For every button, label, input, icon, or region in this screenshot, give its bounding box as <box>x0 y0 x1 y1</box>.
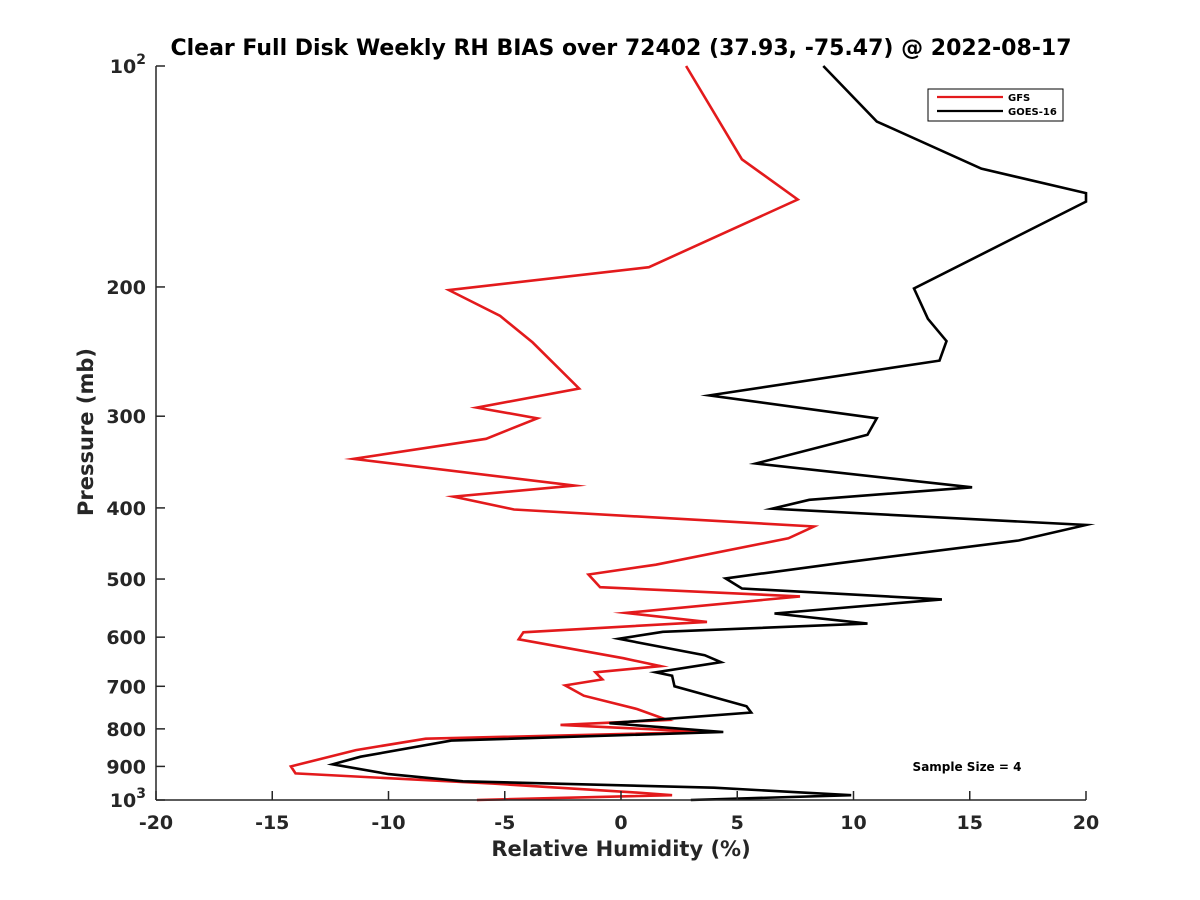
series-line-gfs <box>288 65 820 802</box>
chart-title: Clear Full Disk Weekly RH BIAS over 7240… <box>170 36 1071 61</box>
legend-label-goes-16: GOES-16 <box>1008 107 1057 118</box>
x-tick-label: 0 <box>614 812 627 834</box>
x-axis-label: Relative Humidity (%) <box>491 837 750 861</box>
legend: GFS GOES-16 <box>927 88 1064 122</box>
series-line-goes-16 <box>326 65 1096 802</box>
y-tick-label: 200 <box>106 277 146 299</box>
plot-area <box>288 65 1096 802</box>
x-tick-label: 15 <box>957 812 983 834</box>
x-tick-label: 20 <box>1073 812 1099 834</box>
y-tick-label: 300 <box>106 406 146 428</box>
legend-box <box>927 88 1064 122</box>
x-tick-label: 10 <box>840 812 866 834</box>
legend-label-gfs: GFS <box>1008 93 1030 104</box>
x-tick-label: -10 <box>371 812 405 834</box>
y-tick-label: 600 <box>106 627 146 649</box>
y-tick-label: 900 <box>106 756 146 778</box>
y-tick-label: 102 <box>110 52 146 78</box>
y-tick-label: 700 <box>106 676 146 698</box>
y-tick-label: 400 <box>106 498 146 520</box>
y-tick-label: 500 <box>106 569 146 591</box>
y-tick-labels: 102 200 300 400 500 600 700 800 900 103 <box>106 52 146 812</box>
x-tick-label: 5 <box>731 812 744 834</box>
x-tick-labels: -20 -15 -10 -5 0 5 10 15 20 <box>139 812 1099 834</box>
y-axis-label: Pressure (mb) <box>74 348 98 516</box>
y-tick-label: 103 <box>110 786 146 812</box>
x-tick-label: -15 <box>255 812 289 834</box>
x-tick-label: -20 <box>139 812 173 834</box>
sample-size-annotation: Sample Size = 4 <box>913 760 1022 774</box>
axes <box>155 65 1087 801</box>
y-tick-label: 800 <box>106 719 146 741</box>
x-tick-label: -5 <box>494 812 515 834</box>
